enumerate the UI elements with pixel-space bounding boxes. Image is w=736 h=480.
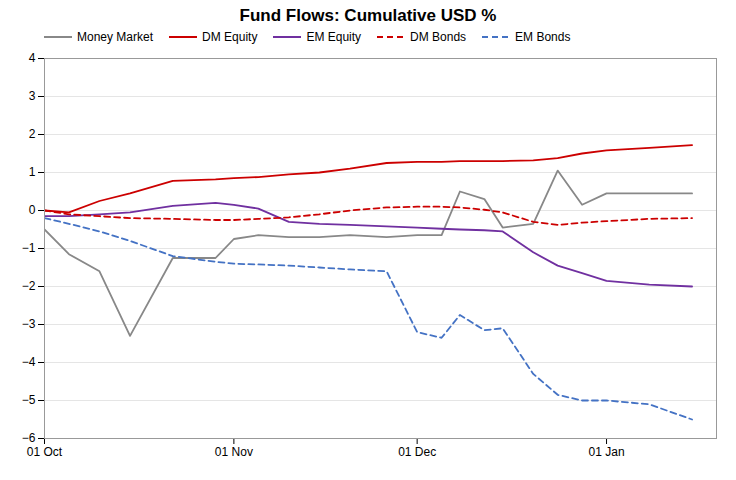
svg-text:01 Oct: 01 Oct [27,445,63,459]
svg-text:2: 2 [29,127,36,141]
html-text:EM Bonds: EM Bonds [515,30,571,44]
svg-text:01 Nov: 01 Nov [215,445,253,459]
svg-text:−2: −2 [22,279,36,293]
svg-text:3: 3 [29,89,36,103]
svg-text:0: 0 [29,203,36,217]
svg-text:01 Dec: 01 Dec [398,445,436,459]
svg-text:−3: −3 [22,317,36,331]
svg-text:−6: −6 [22,431,36,445]
html-text:DM Bonds: DM Bonds [410,30,467,44]
html-text:DM Equity: DM Equity [202,30,258,44]
html-text:Fund Flows: Cumulative USD %: Fund Flows: Cumulative USD % [239,6,497,25]
html-text:EM Equity: EM Equity [306,30,362,44]
svg-text:01 Jan: 01 Jan [589,445,625,459]
svg-text:−5: −5 [22,393,36,407]
svg-text:−1: −1 [22,241,36,255]
html-text:Money Market: Money Market [77,30,153,44]
svg-text:−4: −4 [22,355,36,369]
svg-text:4: 4 [29,51,36,65]
svg-text:1: 1 [29,165,36,179]
